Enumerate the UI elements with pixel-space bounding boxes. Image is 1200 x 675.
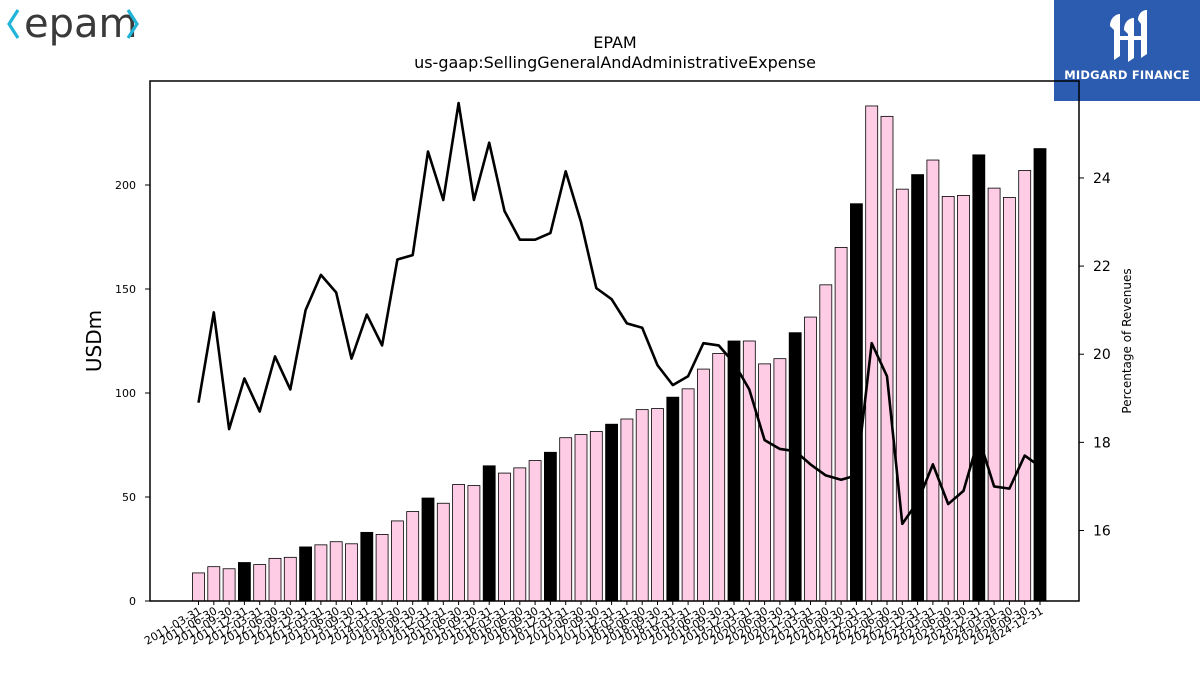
bar-2015-12-31 <box>482 465 496 602</box>
y-tick-label: 150 <box>115 283 136 296</box>
x-axis-ticks: 2011-03-312011-06-302011-09-302011-12-31… <box>142 601 1046 648</box>
bar-2024-12-31 <box>1033 148 1047 602</box>
bar-2012-12-31 <box>299 546 313 602</box>
bar-2018-09-30 <box>651 408 664 602</box>
logo-right-chevron-icon <box>126 9 139 39</box>
y-tick-label: 200 <box>115 179 136 192</box>
bar-2016-03-31 <box>498 472 511 602</box>
bar-2011-03-31 <box>192 572 205 602</box>
y-tick-label: 100 <box>115 387 136 400</box>
plot-frame <box>149 80 1080 602</box>
bar-2015-06-30 <box>452 484 466 602</box>
bar-2024-03-31 <box>987 187 1001 602</box>
bar-2021-09-30 <box>834 246 848 602</box>
bar-2024-09-30 <box>1018 170 1032 602</box>
bar-2014-12-31 <box>421 497 435 602</box>
chart-subtitle: us-gaap:SellingGeneralAndAdministrativeE… <box>414 53 816 72</box>
bar-2021-06-30 <box>819 284 833 602</box>
bar-2021-03-31 <box>804 316 817 602</box>
midgard-emblem-icon <box>1110 10 1147 62</box>
bar-2013-12-31 <box>360 531 374 602</box>
bar-2015-03-31 <box>436 502 450 602</box>
bar-2019-06-30 <box>697 368 710 602</box>
y2-tick-label: 20 <box>1093 347 1111 363</box>
right-axis-ticks: 16 18 20 22 24 <box>1079 171 1111 539</box>
y2-tick-label: 16 <box>1093 523 1111 539</box>
bar-2019-12-31 <box>727 340 741 602</box>
bar-2020-09-30 <box>773 358 787 602</box>
y2-tick-label: 18 <box>1093 435 1111 451</box>
bar-2016-09-30 <box>528 460 542 602</box>
bar-2014-06-30 <box>390 520 404 602</box>
midgard-finance-logo: MIDGARD FINANCE <box>1054 0 1200 101</box>
epam-logo: epam <box>2 0 142 58</box>
bar-2016-12-31 <box>544 451 557 602</box>
left-axis-ticks: 0 50 100 150 200 <box>115 179 150 608</box>
bar-2020-06-30 <box>758 363 771 602</box>
bar-2015-09-30 <box>467 485 481 602</box>
bar-2011-06-30 <box>207 566 221 602</box>
bar-2023-06-30 <box>941 196 955 602</box>
y-tick-label: 0 <box>129 595 136 608</box>
bar-2014-09-30 <box>406 511 420 602</box>
epam-logo-text: epam <box>24 1 137 47</box>
bar-2024-06-30 <box>1003 197 1016 602</box>
bar-2012-06-30 <box>268 557 282 602</box>
bar-2011-12-31 <box>237 562 251 602</box>
midgard-logo-text: MIDGARD FINANCE <box>1064 68 1190 82</box>
bar-2022-09-30 <box>895 188 909 602</box>
bar-2013-03-31 <box>314 544 328 602</box>
bar-2017-06-30 <box>574 434 588 602</box>
bar-2020-12-31 <box>788 332 802 602</box>
bar-2014-03-31 <box>375 534 389 602</box>
bar-2018-12-31 <box>666 396 680 602</box>
bar-2019-03-31 <box>681 388 695 602</box>
bar-2019-09-30 <box>712 353 726 602</box>
y2-axis-label: Percentage of Revenues <box>1120 268 1134 413</box>
bar-2023-03-31 <box>926 159 940 602</box>
bar-2013-06-30 <box>329 541 343 602</box>
percentage-line <box>197 101 1041 526</box>
bar-series <box>192 105 1047 602</box>
bar-2012-03-31 <box>253 564 267 602</box>
bar-2017-12-31 <box>605 423 618 602</box>
bar-2021-12-31 <box>850 203 863 602</box>
bar-2017-09-30 <box>589 431 603 602</box>
bar-2022-12-31 <box>911 174 924 602</box>
y2-tick-label: 22 <box>1093 259 1111 275</box>
y2-tick-label: 24 <box>1093 171 1111 187</box>
line-series <box>197 101 1041 526</box>
bar-2012-09-30 <box>283 556 297 602</box>
bar-2016-06-30 <box>513 467 527 602</box>
bar-2013-09-30 <box>345 543 358 602</box>
bar-2023-12-31 <box>972 154 986 602</box>
bar-2017-03-31 <box>559 437 573 602</box>
chart-title: EPAM <box>593 33 636 52</box>
y-tick-label: 50 <box>122 491 136 504</box>
y-axis-label: USDm <box>82 310 106 372</box>
bar-2018-06-30 <box>635 409 649 602</box>
bar-2022-06-30 <box>880 115 894 602</box>
bar-2011-09-30 <box>222 568 236 602</box>
bar-2023-09-30 <box>957 194 970 602</box>
logo-left-chevron-icon <box>7 9 20 39</box>
bar-2018-03-31 <box>620 418 634 602</box>
